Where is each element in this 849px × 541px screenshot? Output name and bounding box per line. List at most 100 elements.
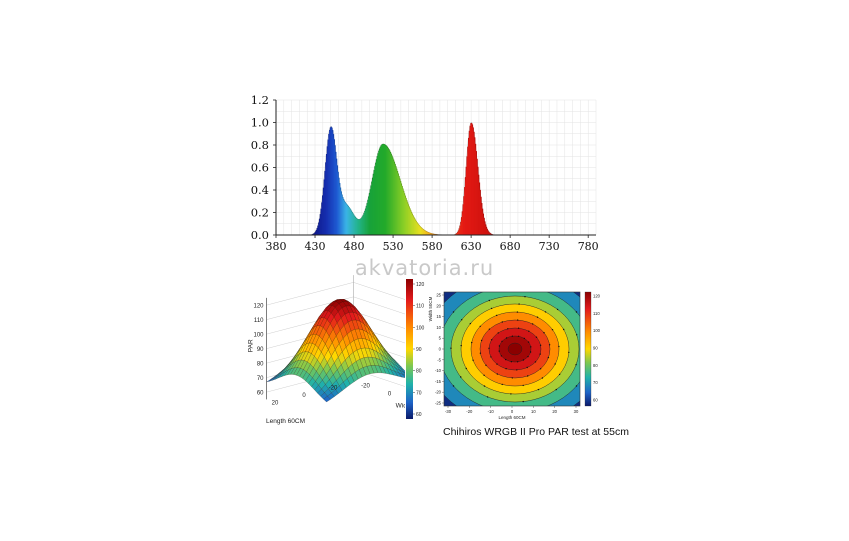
spectrum-bar [483,217,485,235]
contour-marker [501,321,503,323]
spectrum-bar [315,229,317,235]
spectrum-bar [396,168,398,235]
length-tick-label: 20 [272,401,279,407]
contour-marker [496,314,498,317]
contour-marker [538,408,539,409]
spectrum-bar [460,221,462,235]
spectrum-bar [431,233,433,235]
spectrum-bar [455,233,457,235]
spectrum-bar [392,157,394,235]
contour-marker [510,361,513,363]
length-tick-label: -20 [329,385,338,391]
contour-marker [516,369,518,371]
spectrum-bar [375,159,378,235]
spectrum-bar [462,204,464,235]
x-tick-label: 580 [422,240,443,253]
spectrum-bar [343,199,345,235]
spectrum-bar [419,226,421,235]
spectrum-bar [477,166,479,235]
spectrum-outline [307,122,526,235]
spectrum-bar [390,153,392,235]
spectrum-bar [468,137,470,235]
contour-marker [488,299,490,302]
spectrum-bar [313,233,315,235]
spectrum-bar [459,225,461,235]
contour-marker [527,355,529,358]
contour-marker [460,344,462,347]
spectrum-bar [406,200,408,235]
spectrum-bar [489,232,491,235]
spectrum-bar [367,199,369,235]
contour-marker [488,328,491,330]
contour-marker [558,373,561,376]
spectrum-bar [457,231,459,235]
spectrum-bar [321,202,323,235]
spectrum-bar [363,213,365,235]
x-tick-label: 380 [266,240,287,253]
spectrum-bar [385,145,387,235]
spectrum-bar [333,139,335,235]
contour-y-tick-label: 0 [439,347,442,352]
colorbar-tick-label: 60 [416,412,422,418]
spectrum-bar [316,228,318,235]
z-tick-label: 90 [257,347,264,353]
spectrum-bar [425,231,428,235]
spectrum-bar [461,211,463,235]
spectrum-bar [360,218,362,235]
spectrum-bar [372,177,374,235]
contour-y-tick-label: 25 [436,293,441,298]
contour-marker [548,344,551,346]
contour-marker [575,364,577,366]
spectrum-bar [340,191,342,235]
spectrum-bar [361,217,363,235]
spectrum-bar [349,208,351,235]
contour-marker [563,328,565,331]
spectrum-bar [394,163,396,235]
contour-marker [496,373,499,375]
spectrum-bar [472,127,474,235]
spectrum-bar [340,187,342,235]
contour-marker [491,288,492,289]
spectrum-bar [374,166,376,235]
spectrum-bar [315,231,317,235]
spectrum-bar [468,130,470,235]
contour-marker [551,329,554,331]
spectrum-bar [337,171,339,235]
spectrum-bar [432,233,435,235]
spectrum-bar [379,148,381,235]
spectrum-bar [328,133,330,235]
spectrum-bar [474,137,476,235]
contour-marker [511,377,513,379]
contour-y-tick-label: -10 [435,368,442,373]
y-tick-label: 1.2 [251,93,269,107]
spectrum-bar [405,197,407,235]
spectrum-bar [420,226,422,235]
spectrum-bar [489,233,492,235]
x-tick-label: 730 [539,240,560,253]
contour-marker [498,345,501,347]
spectrum-bar [473,131,475,235]
contour-marker [517,319,519,321]
spectrum-bar [329,127,332,235]
spectrum-bar [396,171,399,235]
contour-marker [486,396,489,398]
contour-x-tick-label: 10 [531,409,536,414]
x-tick-label: 430 [305,240,326,253]
contour-marker [505,337,508,339]
contour-marker [543,332,545,334]
spectrum-bar [377,153,379,235]
chart-caption: Chihiros WRGB II Pro PAR test at 55cm [443,426,629,438]
spectrum-bar [411,211,413,235]
spectrum-bar [471,122,473,235]
spectrum-bar [401,185,403,235]
contour-colorbar-tick-label: 90 [593,346,598,351]
spectrum-bar [464,187,466,235]
contour-marker [516,311,519,313]
spectrum-bar [368,192,371,235]
spectrum-bar [417,223,419,235]
spectrum-bar [387,147,389,235]
spectrum-bar [407,202,409,235]
spectrum-bar [469,125,471,235]
y-tick-label: 0.4 [251,183,269,197]
